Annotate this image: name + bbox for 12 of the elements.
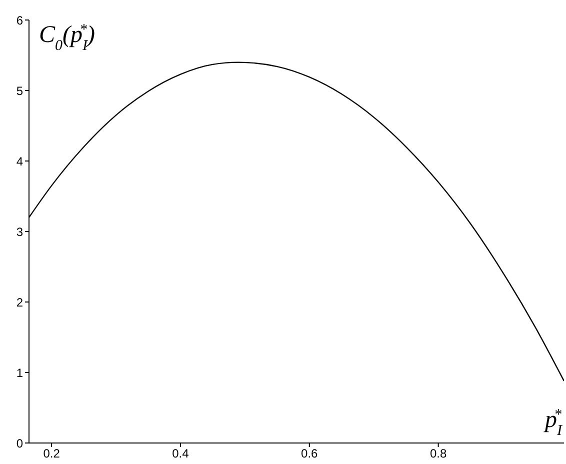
y-tick-label: 0 <box>16 436 24 450</box>
y-tick-label: 1 <box>16 366 24 380</box>
y-tick-label: 3 <box>16 224 24 239</box>
x-tick-label: 0.8 <box>430 446 447 461</box>
y-axis-title: C$_{0}$(p$_{I}$$^{*}$) <box>39 22 96 54</box>
y-tick-label: 4 <box>16 154 24 168</box>
y-tick-label: 2 <box>16 295 24 310</box>
x-tick-label: 0.4 <box>172 446 190 461</box>
x-tick-label: 0.6 <box>301 446 318 461</box>
y-tick-label: 5 <box>16 84 24 98</box>
y-tick-label: 6 <box>16 13 24 28</box>
x-tick-label: 0.2 <box>43 446 60 461</box>
